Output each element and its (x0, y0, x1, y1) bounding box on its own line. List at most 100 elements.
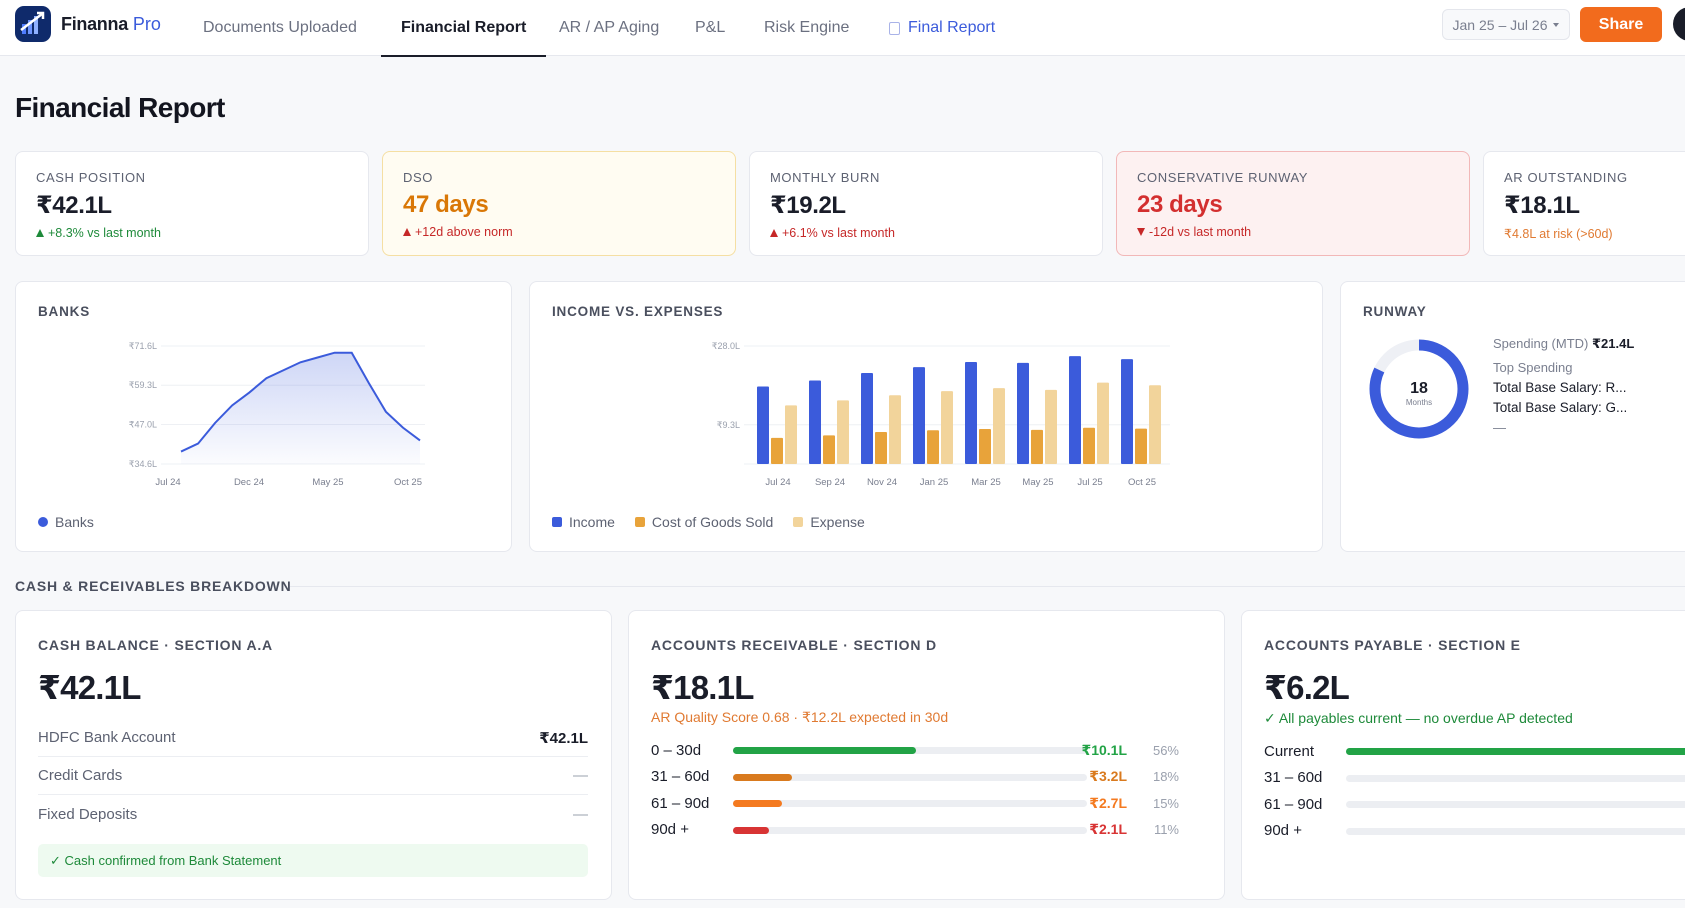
aging-label: Current (1264, 742, 1315, 760)
brand[interactable]: Finanna Pro (15, 6, 161, 42)
top-spending-item[interactable]: Total Base Salary: G... (1493, 400, 1628, 415)
spending-mtd: Spending (MTD) ₹21.4L (1493, 336, 1635, 351)
banks-line (180, 351, 421, 453)
aging-bar-track (733, 826, 1087, 834)
kpi-cash-position[interactable]: CASH POSITION ₹42.1L +8.3% vs last month (15, 151, 369, 256)
arrow-down-icon (1137, 228, 1145, 236)
kpi-label: CASH POSITION (36, 170, 146, 185)
aging-row[interactable]: 90d + ₹2.1L 11% (651, 817, 1179, 843)
bar-cost-of-goods-sold[interactable] (823, 435, 835, 464)
x-tick-label: Jan 25 (920, 477, 949, 488)
aging-bar-fill (1346, 748, 1685, 755)
bar-expense[interactable] (785, 405, 797, 464)
bar-income[interactable] (1017, 362, 1029, 464)
x-tick-label: Dec 24 (234, 477, 264, 488)
cash-row-fixed-deposits[interactable]: Fixed Deposits — (38, 805, 588, 823)
aging-row[interactable]: Current (1264, 738, 1685, 764)
bar-income[interactable] (1121, 359, 1133, 464)
aging-row[interactable]: 61 – 90d (1264, 791, 1685, 817)
tab-risk-engine[interactable]: Risk Engine (764, 19, 850, 36)
bar-cost-of-goods-sold[interactable] (875, 431, 887, 464)
bar-income[interactable] (809, 380, 821, 464)
bar-income[interactable] (1069, 356, 1081, 464)
legend-item-expense[interactable]: Expense (793, 514, 865, 530)
aging-bar-track (733, 747, 1087, 754)
aging-label: 90d + (651, 821, 689, 838)
kpi-delta: +8.3% vs last month (36, 226, 348, 240)
bar-expense[interactable] (837, 400, 849, 464)
kpi-ar-outstanding[interactable]: AR OUTSTANDING ₹18.1L ₹4.8L at risk (>60… (1483, 151, 1685, 256)
card-title: INCOME VS. EXPENSES (552, 304, 724, 319)
aging-bar-track (1346, 801, 1685, 808)
bar-expense[interactable] (941, 391, 953, 464)
kpi-conservative-runway[interactable]: CONSERVATIVE RUNWAY 23 days -12d vs last… (1116, 151, 1470, 256)
bar-cost-of-goods-sold[interactable] (1083, 427, 1095, 464)
receivables-card: ACCOUNTS RECEIVABLE · SECTION D ₹18.1L A… (628, 610, 1225, 900)
bar-income[interactable] (965, 362, 977, 464)
bar-cost-of-goods-sold[interactable] (1135, 428, 1147, 464)
aging-bar-track (733, 773, 1087, 781)
ap-status-note: ✓ All payables current — no overdue AP d… (1264, 710, 1573, 726)
aging-percent: 11% (1153, 822, 1179, 837)
bar-cost-of-goods-sold[interactable] (1031, 429, 1043, 464)
tab-documents-uploaded[interactable]: Documents Uploaded (203, 19, 357, 36)
kpi-delta: +6.1% vs last month (770, 226, 1082, 240)
tab-final-report[interactable]: Final Report (889, 0, 995, 56)
y-tick-label: ₹59.3L (129, 380, 157, 390)
bar-expense[interactable] (1097, 382, 1109, 464)
x-tick-label: Jul 24 (765, 477, 790, 488)
aging-row[interactable]: 31 – 60d (1264, 765, 1685, 791)
document-icon (889, 21, 900, 35)
y-tick-label: ₹9.3L (717, 420, 740, 430)
cash-balance-card: CASH BALANCE · SECTION A.A ₹42.1L HDFC B… (15, 610, 612, 900)
cash-row-hdfc[interactable]: HDFC Bank Account ₹42.1L (38, 719, 588, 757)
brand-suffix: Pro (132, 13, 161, 34)
bar-income[interactable] (757, 386, 769, 464)
bar-cost-of-goods-sold[interactable] (927, 430, 939, 464)
kpi-delta: -12d vs last month (1137, 225, 1449, 239)
tab-financial-report[interactable]: Financial Report (380, 0, 547, 57)
aging-label: 61 – 90d (651, 794, 710, 812)
bar-expense[interactable] (889, 395, 901, 464)
legend-item-cogs[interactable]: Cost of Goods Sold (634, 514, 773, 530)
card-title: ACCOUNTS PAYABLE · SECTION E (1264, 637, 1521, 653)
cash-row-credit-cards[interactable]: Credit Cards — (38, 757, 588, 795)
bar-expense[interactable] (993, 388, 1005, 464)
aging-row[interactable]: 61 – 90d ₹2.7L 15% (651, 790, 1179, 816)
income-expenses-chart: ₹28.0L ₹9.3L Jul 24 Sep 24 Nov 24 Jan 25 Mar 2… (712, 341, 1170, 488)
aging-label: 0 – 30d (651, 741, 702, 759)
tab-ar-ap-aging[interactable]: AR / AP Aging (559, 19, 660, 36)
aging-bar-fill (733, 800, 783, 807)
date-range-select[interactable]: Jan 25 – Jul 26 (1442, 9, 1570, 40)
bar-cost-of-goods-sold[interactable] (979, 429, 991, 464)
aging-amount: ₹2.1L (1089, 821, 1127, 837)
card-title: BANKS (38, 304, 91, 319)
kpi-dso[interactable]: DSO 47 days +12d above norm (382, 151, 736, 256)
bar-income[interactable] (913, 367, 925, 464)
arrow-up-icon (770, 229, 778, 237)
kpi-value: 23 days (1137, 191, 1223, 218)
aging-bar-track (1346, 774, 1685, 782)
legend-item-banks[interactable]: Banks (38, 514, 94, 530)
aging-row[interactable]: 31 – 60d ₹3.2L 18% (651, 764, 1179, 790)
runway-months-label: Months (1406, 398, 1432, 407)
tab-pnl[interactable]: P&L (695, 19, 726, 36)
bar-cost-of-goods-sold[interactable] (771, 437, 783, 464)
kpi-monthly-burn[interactable]: MONTHLY BURN ₹19.2L +6.1% vs last month (749, 151, 1103, 256)
aging-label: 31 – 60d (1264, 769, 1323, 786)
share-button[interactable]: Share (1580, 7, 1662, 42)
avatar[interactable] (1673, 7, 1685, 41)
legend-item-income[interactable]: Income (552, 514, 615, 530)
bar-expense[interactable] (1149, 385, 1161, 464)
x-tick-label: Jul 24 (155, 477, 180, 488)
bar-expense[interactable] (1045, 389, 1057, 464)
aging-bar-track (733, 800, 1087, 807)
income-expenses-card: INCOME VS. EXPENSES ₹28.0L ₹9.3L Jul 24 Sep… (529, 281, 1323, 552)
aging-row[interactable]: 0 – 30d ₹10.1L 56% (651, 737, 1179, 763)
top-bar: Finanna Pro Documents Uploaded Financial … (0, 0, 1685, 57)
kpi-label: DSO (403, 170, 433, 185)
bar-income[interactable] (861, 372, 873, 464)
top-spending-item[interactable]: Total Base Salary: R... (1493, 380, 1627, 395)
aging-row[interactable]: 90d + (1264, 818, 1685, 844)
section-divider (290, 586, 1685, 587)
